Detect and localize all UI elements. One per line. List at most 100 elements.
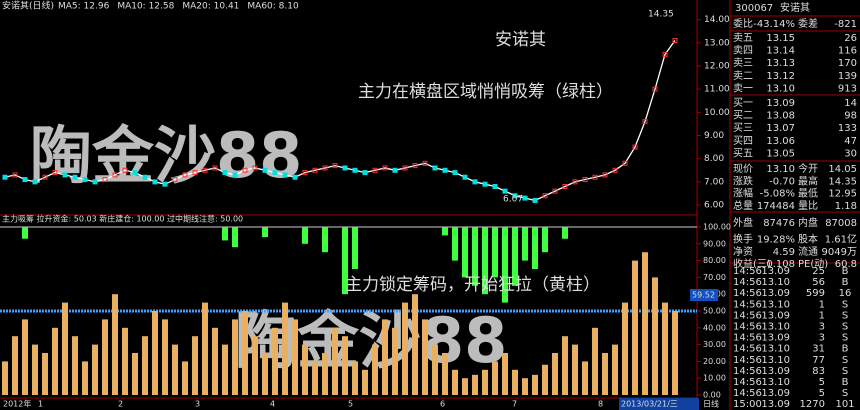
price: 13.13: [766, 58, 795, 69]
indicator-bar: [632, 260, 638, 395]
label: 现价: [733, 163, 753, 175]
accumulate-bar: [502, 227, 508, 303]
candle: [172, 177, 178, 183]
indicator-bar: [92, 344, 98, 395]
indicator-bar: [432, 344, 438, 395]
candle: [2, 174, 8, 180]
level: 买一: [733, 97, 753, 109]
indicator-bar: [252, 336, 258, 395]
candle: [352, 167, 358, 173]
candle: [542, 193, 548, 199]
indicator-bar: [52, 327, 58, 395]
volume: 5: [819, 388, 825, 399]
volume: 170: [838, 58, 857, 69]
volume: 14: [844, 98, 857, 109]
indicator-header: 主力吸筹 拉升资金: 50.03 新庄建仓: 100.00 过中期线注意: 50…: [2, 214, 243, 224]
indicator-bar: [512, 369, 518, 395]
indicator-bar: [192, 336, 198, 395]
level: 买五: [733, 147, 753, 159]
indicator-bar: [562, 336, 568, 395]
accumulate-bar: [322, 227, 328, 253]
label: 总量: [733, 199, 753, 212]
time: 14:56: [733, 299, 762, 310]
value: 1.61亿: [825, 233, 857, 246]
watermark: 陶金沙88: [30, 119, 302, 192]
level: 买三: [733, 122, 753, 134]
candle: [332, 163, 338, 169]
candle: [452, 170, 458, 176]
chart-title: 安诺其(日线): [2, 0, 54, 12]
value: 60.8: [835, 259, 857, 270]
indicator-bar: [12, 336, 18, 395]
flag: B: [842, 277, 849, 288]
candle: [362, 170, 368, 176]
x-tick-label: 2012年: [3, 399, 31, 409]
volume: 31: [812, 344, 825, 355]
indicator-bar: [352, 361, 358, 395]
x-tick-label: 3: [195, 400, 200, 409]
price: 13.10: [766, 83, 795, 94]
indicator-bar: [232, 319, 238, 395]
x-tick-label: 5: [348, 400, 353, 409]
time: 14:56: [733, 377, 762, 388]
level: 买二: [733, 110, 753, 122]
time: 14:56: [733, 344, 762, 355]
annotation: 主力在横盘区域悄悄吸筹（绿柱）: [358, 82, 613, 102]
indicator-bar: [592, 327, 598, 395]
time: 14:56: [733, 266, 762, 277]
price: 13.10: [761, 355, 790, 366]
high-label: 14.35: [648, 10, 674, 20]
candle: [522, 195, 528, 201]
volume: 133: [838, 123, 857, 134]
candle: [672, 37, 678, 43]
label: 换手: [733, 233, 753, 246]
indicator-bar: [502, 353, 508, 395]
label: 外盘: [733, 216, 753, 229]
accumulate-bar: [342, 227, 348, 295]
label: 涨幅: [733, 187, 753, 200]
ma-label: MA10: 12.58: [117, 2, 174, 12]
stock-annotation: 安诺其: [495, 30, 546, 50]
indicator-bar: [62, 302, 68, 395]
value: -43.14%: [753, 19, 795, 30]
accumulate-bar: [222, 227, 228, 241]
candle: [472, 179, 478, 185]
volume: 116: [838, 46, 857, 57]
candle: [92, 179, 98, 185]
flag: 101: [835, 399, 854, 410]
indicator-bar: [522, 378, 528, 395]
candle: [82, 177, 88, 183]
candle: [342, 165, 348, 171]
price: 13.09: [761, 288, 790, 299]
candle: [52, 170, 58, 176]
candle: [492, 184, 498, 189]
accumulate-bar: [302, 227, 308, 244]
time: 14:56: [733, 333, 762, 344]
candle: [192, 170, 198, 176]
y-tick-label: 14.00: [704, 15, 730, 25]
indicator-bar: [622, 302, 628, 395]
accumulate-bar: [452, 227, 458, 261]
candle: [372, 167, 378, 173]
label: 今开: [798, 162, 818, 175]
level: 卖四: [733, 45, 753, 57]
y-tick-label: 12.00: [704, 61, 730, 71]
y-tick-label: 10.00: [704, 108, 730, 118]
indicator-bar: [602, 353, 608, 395]
indicator-bar: [72, 336, 78, 395]
indicator-bar: [42, 353, 48, 395]
value: 87476: [763, 218, 795, 229]
y-tick-label: 100.00: [703, 223, 731, 232]
accumulate-bar: [232, 227, 238, 248]
indicator-bar: [402, 302, 408, 395]
y-tick-label: 6.00: [704, 201, 724, 211]
candle: [162, 181, 168, 187]
candle: [412, 163, 418, 169]
label: 股本: [798, 233, 818, 246]
volume: 30: [844, 148, 857, 159]
accumulate-bar: [542, 227, 548, 253]
flag: S: [842, 322, 848, 333]
x-tick-label: 2: [118, 400, 123, 409]
stock-code: 300067: [735, 3, 773, 14]
